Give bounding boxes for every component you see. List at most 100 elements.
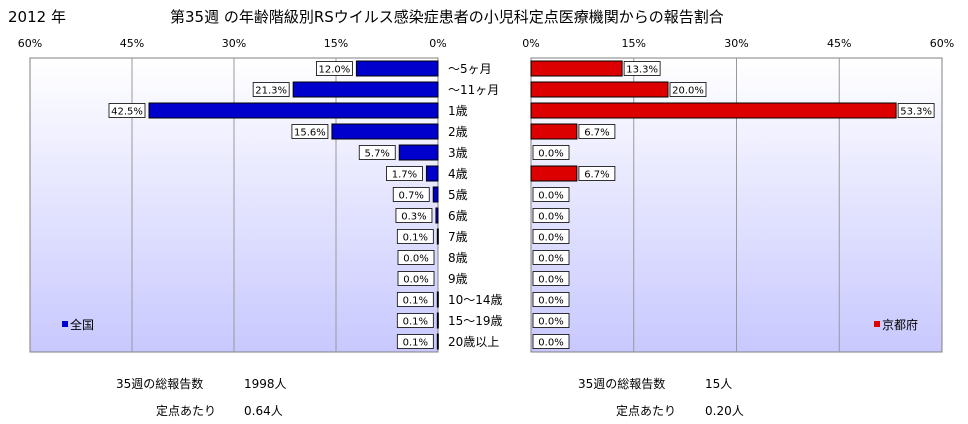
legend-kyoto-label: 京都府 bbox=[882, 317, 918, 332]
data-label-box-national bbox=[291, 124, 329, 139]
kyoto-per-value: 0.20人 bbox=[705, 404, 744, 418]
data-label-kyoto: 0.0% bbox=[538, 296, 563, 307]
data-label-national: 15.6% bbox=[294, 128, 326, 139]
data-label-kyoto: 6.7% bbox=[584, 170, 609, 181]
x-tick-label-right: 45% bbox=[827, 37, 851, 50]
data-label-national: 21.3% bbox=[255, 86, 287, 97]
data-label-box-kyoto bbox=[532, 334, 570, 349]
data-label-kyoto: 53.3% bbox=[900, 107, 932, 118]
data-label-kyoto: 0.0% bbox=[538, 254, 563, 265]
data-label-box-national bbox=[315, 61, 353, 76]
bar-national bbox=[435, 207, 439, 224]
category-label: ～11ヶ月 bbox=[448, 83, 499, 97]
data-label-national: 42.5% bbox=[111, 107, 143, 118]
category-label: 5歳 bbox=[448, 188, 468, 202]
data-label-box-national bbox=[395, 208, 433, 223]
data-label-national: 0.7% bbox=[399, 191, 424, 202]
bar-national bbox=[432, 186, 439, 203]
data-label-box-kyoto bbox=[532, 313, 570, 328]
kyoto-per-label: 定点あたり bbox=[616, 403, 676, 418]
legend-national-swatch bbox=[62, 321, 68, 327]
data-label-box-national bbox=[358, 145, 396, 160]
data-label-national: 0.1% bbox=[403, 338, 428, 349]
data-label-national: 12.0% bbox=[319, 65, 351, 76]
data-label-box-national bbox=[396, 229, 434, 244]
category-label: ～5ヶ月 bbox=[448, 62, 492, 76]
data-label-kyoto: 13.3% bbox=[626, 65, 658, 76]
data-label-box-kyoto bbox=[532, 145, 570, 160]
category-label: 7歳 bbox=[448, 230, 468, 244]
data-label-box-national bbox=[397, 271, 435, 286]
bar-national bbox=[436, 291, 439, 308]
data-label-national: 0.3% bbox=[401, 212, 426, 223]
bar-national bbox=[148, 102, 439, 119]
national-total-value: 1998人 bbox=[244, 377, 287, 391]
national-per-value: 0.64人 bbox=[244, 404, 283, 418]
category-label: 10～14歳 bbox=[448, 293, 503, 307]
bar-national bbox=[425, 165, 439, 182]
data-label-kyoto: 0.0% bbox=[538, 212, 563, 223]
x-tick-label-left: 0% bbox=[429, 37, 446, 50]
data-label-national: 0.1% bbox=[403, 296, 428, 307]
data-label-kyoto: 0.0% bbox=[538, 191, 563, 202]
x-tick-label-left: 45% bbox=[120, 37, 144, 50]
bar-kyoto bbox=[530, 102, 897, 119]
bar-national bbox=[292, 81, 439, 98]
x-tick-label-left: 15% bbox=[324, 37, 348, 50]
x-tick-label-right: 15% bbox=[622, 37, 646, 50]
chart-title: 第35週 の年齢階級別RSウイルス感染症患者の小児科定点医療機関からの報告割合 bbox=[170, 8, 724, 26]
data-label-box-kyoto bbox=[578, 166, 616, 181]
year-label: 2012 年 bbox=[8, 8, 66, 26]
data-label-kyoto: 0.0% bbox=[538, 338, 563, 349]
data-label-kyoto: 0.0% bbox=[538, 233, 563, 244]
data-label-box-kyoto bbox=[532, 229, 570, 244]
national-per-label: 定点あたり bbox=[156, 403, 216, 418]
bar-kyoto bbox=[530, 81, 669, 98]
category-label: 20歳以上 bbox=[448, 335, 499, 349]
data-label-kyoto: 0.0% bbox=[538, 149, 563, 160]
data-label-box-national bbox=[396, 292, 434, 307]
data-label-box-national bbox=[252, 82, 290, 97]
legend-national: 全国 bbox=[62, 317, 94, 332]
x-tick-label-left: 60% bbox=[18, 37, 42, 50]
data-label-box-national bbox=[396, 313, 434, 328]
legend-kyoto: 京都府 bbox=[874, 317, 918, 332]
data-label-kyoto: 6.7% bbox=[584, 128, 609, 139]
data-label-box-kyoto bbox=[532, 208, 570, 223]
data-label-kyoto: 0.0% bbox=[538, 317, 563, 328]
data-label-box-kyoto bbox=[578, 124, 616, 139]
data-label-box-kyoto bbox=[897, 103, 935, 118]
kyoto-total-label: 35週の総報告数 bbox=[578, 376, 665, 391]
category-label: 6歳 bbox=[448, 209, 468, 223]
bar-national bbox=[436, 333, 439, 350]
category-label: 2歳 bbox=[448, 125, 468, 139]
bar-national bbox=[355, 60, 439, 77]
category-label: 3歳 bbox=[448, 146, 468, 160]
data-label-box-national bbox=[396, 334, 434, 349]
data-label-box-kyoto bbox=[669, 82, 707, 97]
data-label-national: 1.7% bbox=[392, 170, 417, 181]
data-label-national: 0.1% bbox=[403, 233, 428, 244]
data-label-box-kyoto bbox=[532, 292, 570, 307]
category-label: 4歳 bbox=[448, 167, 468, 181]
data-label-box-kyoto bbox=[532, 271, 570, 286]
data-label-box-national bbox=[392, 187, 430, 202]
x-tick-label-right: 60% bbox=[930, 37, 954, 50]
data-label-box-national bbox=[386, 166, 423, 181]
category-label: 9歳 bbox=[448, 272, 468, 286]
bar-national bbox=[436, 312, 439, 329]
data-label-national: 0.1% bbox=[403, 317, 428, 328]
category-label: 1歳 bbox=[448, 104, 468, 118]
bar-national bbox=[398, 144, 439, 161]
category-label: 8歳 bbox=[448, 251, 468, 265]
bar-kyoto bbox=[530, 123, 578, 140]
kyoto-total-value: 15人 bbox=[705, 377, 732, 391]
bar-national bbox=[436, 228, 439, 245]
data-label-national: 0.0% bbox=[403, 254, 428, 265]
x-tick-label-right: 0% bbox=[522, 37, 539, 50]
data-label-kyoto: 0.0% bbox=[538, 275, 563, 286]
data-label-box-kyoto bbox=[532, 250, 570, 265]
data-label-national: 0.0% bbox=[403, 275, 428, 286]
bar-national bbox=[331, 123, 439, 140]
data-label-national: 5.7% bbox=[365, 149, 390, 160]
